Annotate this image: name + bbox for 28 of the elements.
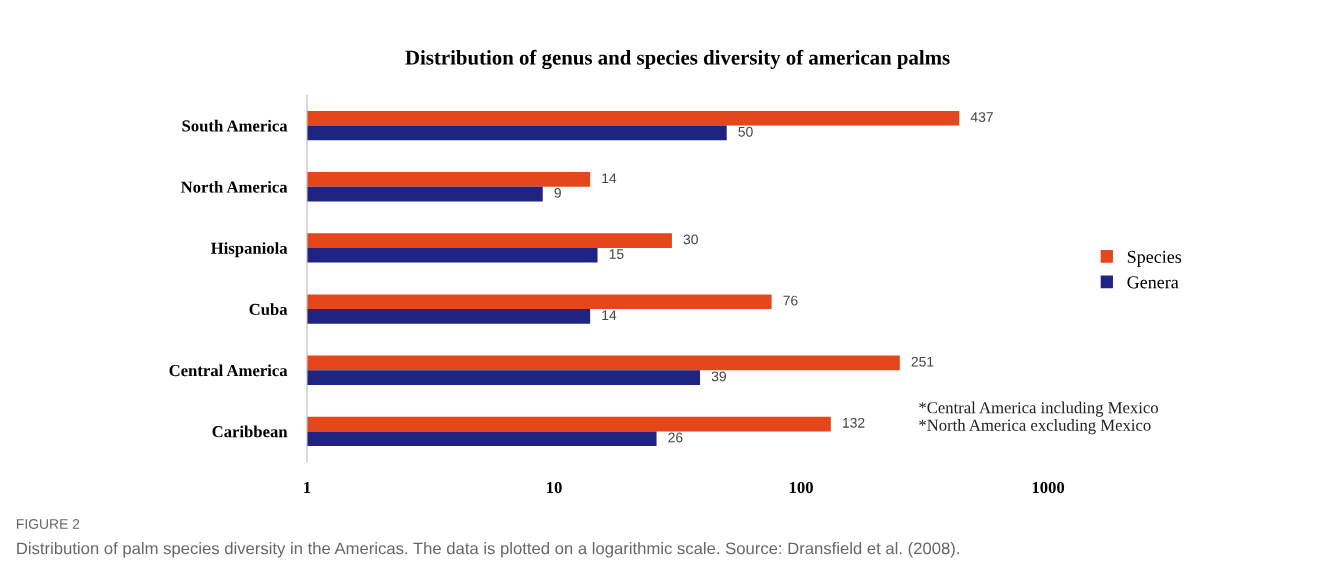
data-label: 15 <box>609 249 624 259</box>
y-tick-label: Central America <box>169 364 288 377</box>
y-tick-label: Hispaniola <box>210 242 288 258</box>
data-label: 76 <box>783 295 798 306</box>
legend-label: Genera <box>1127 276 1179 289</box>
x-tick-label: 1000 <box>1032 481 1065 494</box>
data-label: 437 <box>970 112 993 123</box>
annotation: *Central America including Mexico *North America excluding Mexico <box>919 401 1158 435</box>
caption: FIGURE 2 <box>16 519 80 529</box>
data-label: 39 <box>711 371 726 382</box>
y-tick-label: South America <box>182 119 288 132</box>
data-label: 14 <box>602 173 617 184</box>
x-tick-label: 100 <box>789 481 813 494</box>
data-label: 132 <box>843 417 865 428</box>
data-label: 14 <box>602 310 617 320</box>
data-label: 50 <box>738 126 753 137</box>
data-label: 9 <box>554 188 561 198</box>
data-label: 251 <box>911 356 934 367</box>
chart-title: Distribution of genus and species diversity of american palms <box>405 49 950 70</box>
y-tick-label: Cuba <box>249 303 288 316</box>
data-label: 26 <box>668 432 683 443</box>
text: Distribution of palm species diversity in the Americas. The data is plotted on a logarithmic scale. Source: Dransfield et al. (2008). <box>17 542 959 558</box>
data-label: 30 <box>683 234 698 245</box>
y-tick-label: Caribbean <box>212 425 288 438</box>
legend-label: Species <box>1127 250 1182 267</box>
x-tick-label: 10 <box>547 481 562 494</box>
x-tick-label: 1 <box>304 481 311 493</box>
y-tick-label: North America <box>180 180 288 193</box>
